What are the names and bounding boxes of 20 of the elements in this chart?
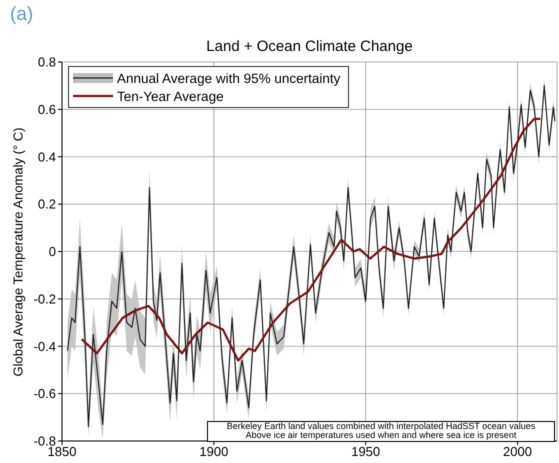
y-tick-label: 0.4 — [38, 149, 56, 164]
line-series — [80, 118, 542, 362]
legend-label: Ten-Year Average — [117, 88, 224, 104]
legend-label: Annual Average with 95% uncertainty — [117, 70, 340, 86]
x-tick-label: 1950 — [351, 444, 380, 460]
annotation: Berkeley Earth land values combined with interpolated HadSST ocean values — [226, 421, 536, 432]
x-tick-label: 1900 — [199, 444, 228, 460]
text: (a) — [10, 4, 34, 26]
chart-title: Land + Ocean Climate Change — [205, 38, 414, 55]
y-tick-label: 0.2 — [38, 196, 56, 212]
y-tick-label: -0.2 — [34, 291, 56, 306]
y-tick-label: -0.4 — [34, 338, 56, 354]
y-tick-label: 0.8 — [38, 54, 56, 70]
y-tick-label: 0.6 — [38, 102, 56, 117]
y-axis-title: Global Average Temperature Anomaly (° C) — [10, 127, 26, 376]
y-tick-label: -0.6 — [34, 386, 56, 402]
x-tick-label: 2000 — [503, 444, 532, 460]
annotation: Above ice air temperatures used when and where sea ice is present — [246, 430, 518, 441]
y-tick-label: 0 — [48, 244, 56, 260]
note-box: Berkeley Earth land values combined with interpolated HadSST ocean values Above ice air temperatures used when and where sea ice is present — [207, 421, 555, 442]
